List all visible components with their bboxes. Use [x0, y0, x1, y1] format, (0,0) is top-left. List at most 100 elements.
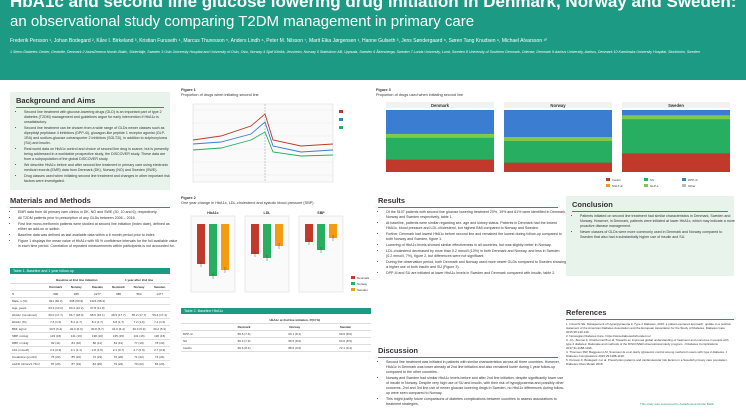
table-cell: 84 (20)	[86, 360, 109, 368]
table-cell: 56.6 (7.6)	[218, 330, 270, 338]
table-cell: 2.1 (0.7)	[108, 346, 129, 354]
table-cell: LDL (mmol/l)	[10, 346, 46, 354]
table-cell: 66.7 (18.0)	[66, 311, 87, 319]
table-group-row: Baseline at 2nd line initiation 1 year af…	[10, 277, 170, 284]
table-cell: 30.5 (6.4)	[45, 325, 67, 333]
country-label: Sweden	[668, 103, 684, 108]
country-label: Denmark	[431, 103, 450, 108]
country-label: Norway	[550, 103, 566, 108]
table-cell: 63.3 (13.2)	[45, 304, 67, 312]
results-title: Results	[378, 196, 406, 205]
affiliation-list: 1 Steno Diabetes Center, Gentofte, Denma…	[10, 50, 700, 54]
methods-bullets: EMR data from 46 primary care clinics in…	[10, 210, 178, 250]
reference-item: 1. Inzucchi SE. Management of Hyperglyca…	[566, 322, 732, 334]
table-cell: Sweden	[149, 283, 170, 291]
bullet-item: Second line treatment was initiated in p…	[386, 360, 566, 375]
legend-label: DPP-4i	[688, 178, 698, 182]
bullet-item: At baseline, patients were similar regar…	[386, 221, 566, 231]
poster-header: HbA1c and second line glucose lowering d…	[0, 0, 746, 80]
table-cell: 554	[128, 290, 150, 298]
table-row: DBP, mmHg 82 (11) 84 (10) 80 (11) 81 (11) 77 …	[10, 339, 170, 347]
table-cell: 67.8 (11.9)	[86, 304, 109, 312]
poster-subtitle: an observational study comparing T2DM ma…	[10, 13, 475, 30]
area-su	[386, 137, 494, 160]
table-group-row: HbA1c at 2nd line initiation, P(CI %)	[181, 317, 371, 324]
table-cell: 84 (10)	[66, 339, 87, 347]
figure-caption-text: Proportion of drugs used when initiating…	[376, 92, 463, 97]
table-cell: 66.5 (8.0)	[269, 337, 321, 345]
table-cell: 60.6 (8.0)	[320, 330, 371, 338]
legend-swatch	[351, 288, 355, 291]
table-cell: DBP, mmHg	[10, 339, 46, 347]
bullet-item: Of the 5107 patients with second line gl…	[386, 210, 566, 220]
table-cell: Age, years	[10, 304, 46, 312]
area-dpp4	[504, 110, 612, 141]
table-cell: 60.4 (12.2)	[66, 304, 87, 312]
table-cell	[108, 304, 129, 312]
table-cell: 79 (22)	[128, 360, 150, 368]
figure-caption-text: Proportion of drugs when initiating seco…	[181, 92, 259, 97]
table-cell: 1477	[149, 290, 170, 298]
bullet-item: Further, Denmark had lowest HbA1c before…	[386, 232, 566, 242]
table-cell: Insulin	[181, 344, 219, 352]
table-cell: 7.6 (1.6)	[45, 318, 67, 326]
reference-item: 4. Thomsen RW, Baggesen LM, Svensson E e…	[566, 350, 728, 358]
figure3-chart: Denmark Norway Sweden Insulin SU DPP-4i SGLT-2…	[386, 102, 730, 188]
bullet-item: Norway and Sweden had similar HbA1c leve…	[386, 376, 566, 396]
table-cell: 135 (15)	[108, 332, 129, 340]
author-list: Frederik Persson ¹, Johan Bodegard ², Kå…	[10, 38, 548, 44]
references-title: References	[566, 308, 607, 317]
bullet-item: Second line treatment with glucose-lower…	[24, 110, 172, 125]
series-line	[192, 131, 334, 157]
table-row: eGFR ml/min/1.73m² 87 (20) 87 (19) 84 (20) 7…	[10, 360, 170, 368]
table-cell: SBP, mmHg	[10, 332, 46, 340]
legend-label: Sweden	[357, 288, 368, 292]
table2-caption: Table 2. Baseline HbA1c	[181, 308, 371, 314]
table-cell: Baseline at 2nd line initiation	[45, 277, 109, 284]
table-cell: Norway	[66, 283, 87, 291]
background-title: Background and Aims	[16, 96, 96, 105]
panel-title: SBP	[317, 211, 325, 215]
bullet-item: This might justify future comparisons of…	[386, 397, 566, 407]
table-cell: 81 (11)	[108, 339, 129, 347]
table-row: Insulin 66.6 (8.4) 88.6 (9.6) 72.1 (9.4)	[181, 344, 371, 352]
table-cell: eGFR ml/min/1.73m²	[10, 360, 46, 368]
area-su	[622, 119, 730, 154]
figure3-caption: Figure 3 Proportion of drugs used when in…	[376, 88, 576, 97]
table-cell: Denmark	[45, 283, 67, 291]
table-cell: Norway	[269, 323, 321, 331]
bar	[317, 224, 325, 250]
table-cell: 32.0 (6.6)	[66, 325, 87, 333]
area-glp1	[622, 115, 730, 120]
background-bullets: Second line treatment with glucose-lower…	[16, 110, 172, 185]
methods-title: Materials and Methods	[10, 196, 91, 205]
table-cell: 49.9 (17.7)	[108, 311, 129, 319]
area-su	[504, 141, 612, 163]
bar	[329, 224, 337, 238]
table-cell	[128, 304, 150, 312]
bullet-item: EMR data from 46 primary care clinics in…	[18, 210, 178, 215]
reference-item: 3. Ji L, Bonnet F, Charbonnel B et al. T…	[566, 338, 729, 350]
figure2-caption: Figure 2 One year change in HbA1c, LDL-ch…	[181, 196, 371, 205]
area-dpp4	[622, 110, 730, 120]
table-cell: 8.4 (1.7)	[86, 318, 109, 326]
table-cell: 2.8 (1.0)	[86, 346, 109, 354]
table-row: DPP-4i 56.6 (7.6) 60.1 (8.1) 60.6 (8.0)	[181, 330, 371, 338]
table-row: BMI, kg/m² 30.5 (6.4) 32.0 (6.6) 30.8 (5.7)…	[10, 325, 170, 333]
table-header-row: Denmark Norway Sweden Denmark Norway Sweden	[10, 283, 170, 291]
figure1-caption: Figure 1 Proportion of drugs when initiat…	[181, 88, 361, 97]
legend-swatch	[606, 184, 610, 187]
figure-label: Figure 2	[181, 196, 196, 200]
bar	[209, 224, 217, 276]
reference-list: 1. Inzucchi SE. Management of Hyperglyca…	[566, 322, 734, 366]
table-cell: DPP-4i	[181, 330, 219, 338]
table-cell: 30.8 (5.7)	[86, 325, 109, 333]
table-cell: 60.1 (8.1)	[269, 330, 321, 338]
table-cell: 55.4 (17.4)	[149, 311, 170, 319]
table-cell: 60.0 (17.7)	[45, 311, 67, 319]
table-cell: 80 (11)	[86, 339, 109, 347]
bullet-item: We describe HbA1c before and after secon…	[24, 163, 172, 173]
legend-label: Norway	[357, 282, 368, 286]
figure1-chart	[192, 103, 343, 183]
table-row: LDL (mmol/l) 2.3 (0.9) 3.1 (1.1) 2.8 (1.0) 2…	[10, 346, 170, 354]
